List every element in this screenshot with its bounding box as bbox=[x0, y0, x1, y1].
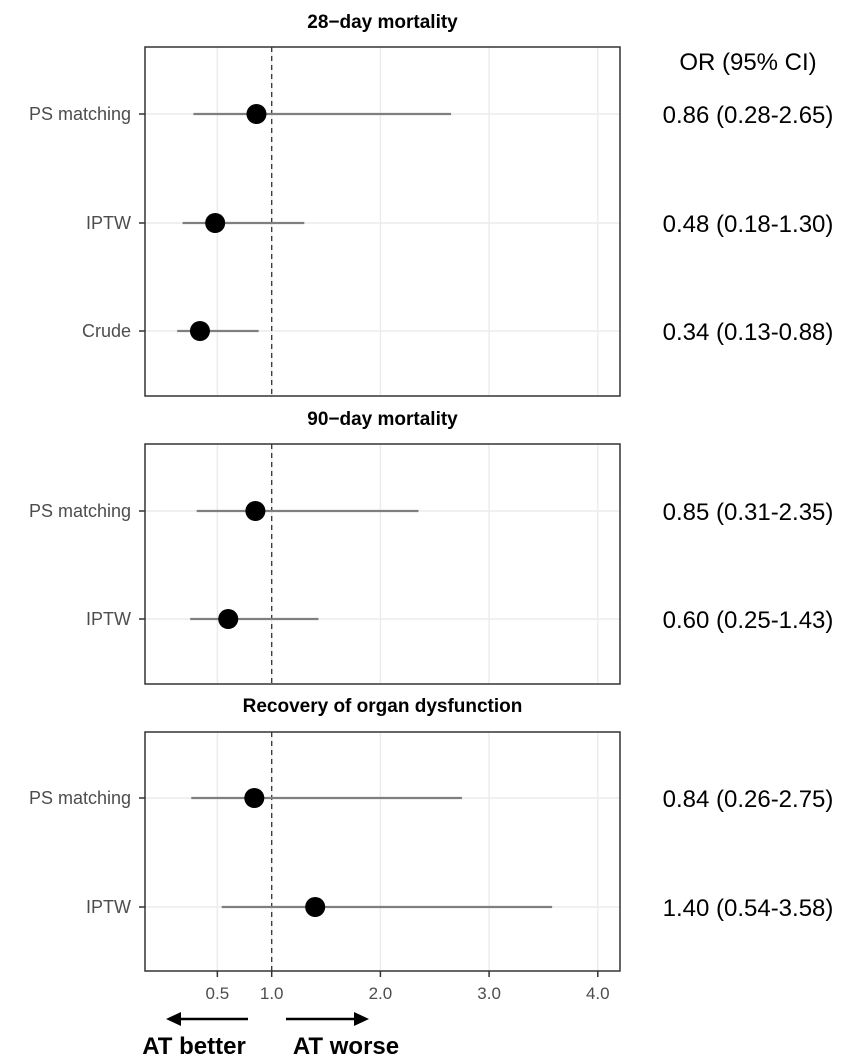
worse-arrowhead bbox=[354, 1012, 369, 1026]
or-point bbox=[244, 788, 265, 808]
at-worse-label: AT worse bbox=[293, 1033, 399, 1057]
at-better-label: AT better bbox=[142, 1033, 246, 1057]
or-value-text: 0.84 (0.26-2.75) bbox=[663, 786, 834, 813]
x-tick-label: 1.0 bbox=[260, 984, 284, 1003]
row-label: PS matching bbox=[29, 788, 131, 808]
panel: 90−day mortality PS matching 0.85 (0.31-2.… bbox=[29, 409, 834, 685]
row-label: IPTW bbox=[86, 897, 131, 917]
or-value-text: 1.40 (0.54-3.58) bbox=[663, 895, 834, 922]
x-tick-label: 3.0 bbox=[477, 984, 501, 1003]
or-point bbox=[305, 897, 326, 917]
or-column-header: OR (95% CI) bbox=[679, 49, 816, 76]
panel: 28−day mortality PS matching 0.86 (0.28-2.… bbox=[29, 12, 834, 397]
or-value-text: 0.60 (0.25-1.43) bbox=[663, 607, 834, 634]
or-point bbox=[246, 104, 267, 124]
panels: 28−day mortality PS matching 0.86 (0.28-2.… bbox=[29, 12, 834, 972]
x-tick-label: 4.0 bbox=[586, 984, 610, 1003]
or-point bbox=[245, 501, 266, 521]
panel-border bbox=[144, 443, 621, 685]
x-axis: 0.5 1.0 2.0 3.0 4.0 bbox=[206, 971, 610, 1003]
row-label: PS matching bbox=[29, 501, 131, 521]
x-tick-label: 0.5 bbox=[206, 984, 230, 1003]
or-value-text: 0.34 (0.13-0.88) bbox=[663, 319, 834, 346]
row-label: IPTW bbox=[86, 213, 131, 233]
row-label: PS matching bbox=[29, 104, 131, 124]
panel-title: Recovery of organ dysfunction bbox=[243, 696, 523, 717]
or-point bbox=[189, 321, 210, 341]
panel-title: 28−day mortality bbox=[307, 12, 458, 33]
or-value-text: 0.86 (0.28-2.65) bbox=[663, 102, 834, 129]
row-label: IPTW bbox=[86, 609, 131, 629]
panel-border bbox=[144, 731, 621, 972]
or-point bbox=[218, 609, 239, 629]
panel-title: 90−day mortality bbox=[307, 409, 458, 430]
panel-border bbox=[144, 46, 621, 397]
row-label: Crude bbox=[82, 321, 131, 341]
or-value-text: 0.48 (0.18-1.30) bbox=[663, 211, 834, 238]
x-tick-label: 2.0 bbox=[369, 984, 393, 1003]
or-point bbox=[205, 213, 226, 233]
panel: Recovery of organ dysfunction PS matching… bbox=[29, 696, 834, 972]
or-value-text: 0.85 (0.31-2.35) bbox=[663, 499, 834, 526]
better-arrowhead bbox=[166, 1012, 181, 1026]
